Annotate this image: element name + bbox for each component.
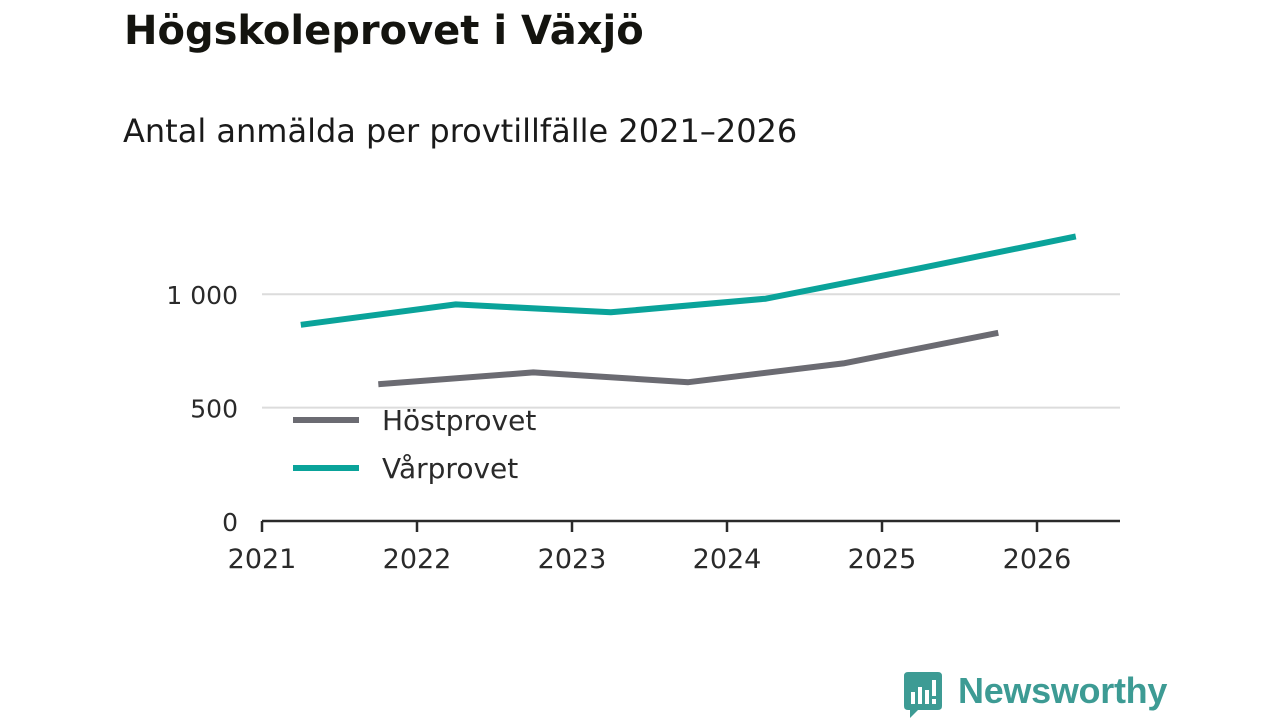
legend-label: Höstprovet [382, 404, 536, 437]
newsworthy-logo-icon [904, 672, 942, 718]
x-tick-label: 2025 [848, 544, 917, 575]
x-tick-label: 2026 [1003, 544, 1072, 575]
y-tick-label: 1 000 [166, 281, 238, 310]
x-tick-label: 2024 [693, 544, 762, 575]
legend-label: Vårprovet [382, 452, 518, 485]
chart-title: Högskoleprovet i Växjö [124, 8, 644, 54]
series-line-hostprovet [378, 329, 999, 388]
series-line-varprovet [300, 233, 1077, 328]
x-tick-label: 2023 [538, 544, 607, 575]
chart-subtitle: Antal anmälda per provtillfälle 2021–202… [123, 112, 798, 150]
y-tick-label: 500 [190, 395, 238, 424]
x-tick-label: 2022 [383, 544, 452, 575]
newsworthy-logo: Newsworthy [902, 670, 1167, 718]
y-tick-label: 0 [222, 508, 238, 537]
x-tick-label: 2021 [228, 544, 297, 575]
newsworthy-logo-text: Newsworthy [958, 670, 1168, 711]
